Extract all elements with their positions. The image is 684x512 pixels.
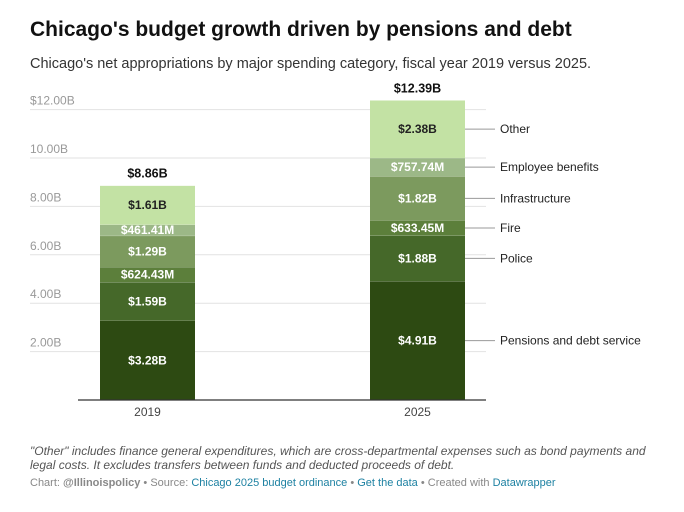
legend-label: Fire [500, 221, 521, 235]
bar-segment [370, 157, 465, 177]
footer-created-prefix: • Created with [417, 477, 493, 489]
legend-label: Employee benefits [500, 160, 599, 174]
bar-segment [100, 235, 195, 268]
y-tick-label: 10.00B [30, 142, 68, 156]
segment-value-label: $1.29B [128, 244, 167, 258]
segment-value-label: $624.43M [121, 268, 174, 282]
legend: Pensions and debt service Police Fire Infra… [465, 122, 641, 348]
y-tick-label: 6.00B [30, 239, 61, 253]
bar-segment [100, 224, 195, 236]
y-tick-label: 4.00B [30, 287, 61, 301]
legend-label: Infrastructure [500, 191, 571, 205]
footer-sep: • [347, 477, 358, 489]
bar-segment [100, 320, 195, 400]
segment-value-label: $3.28B [128, 353, 167, 367]
segment-value-label: $1.61B [128, 198, 167, 212]
x-tick-label: 2019 [134, 405, 161, 419]
total-label: $12.39B [394, 81, 441, 95]
bar-segment [100, 282, 195, 321]
bars: $3.28B $1.59B $624.43M $1.29B $461.41M $1.61B… [78, 81, 486, 419]
segment-value-label: $4.91B [398, 334, 437, 348]
bar-segment [370, 220, 465, 236]
get-data-link[interactable]: Get the data [357, 477, 418, 489]
x-tick-label: 2025 [404, 405, 431, 419]
datawrapper-link[interactable]: Datawrapper [492, 477, 556, 489]
legend-label: Police [500, 251, 533, 265]
total-label: $8.86B [127, 167, 167, 181]
y-tick-label: 8.00B [30, 190, 61, 204]
stacked-bar-chart: 2.00B 4.00B 6.00B 8.00B 10.00B $12.00B $3.28B… [30, 81, 641, 419]
bar-segment [370, 281, 465, 400]
chart-note: "Other" includes finance general expendi… [30, 444, 646, 472]
segment-value-label: $1.82B [398, 191, 437, 205]
segment-value-label: $1.88B [398, 251, 437, 265]
segment-value-label: $2.38B [398, 122, 437, 136]
y-tick-label: 2.00B [30, 336, 61, 350]
segment-value-label: $633.45M [391, 221, 444, 235]
footer-source-prefix: • Source: [140, 477, 192, 489]
y-tick-label: $12.00B [30, 94, 75, 108]
bar-segment [370, 100, 465, 158]
legend-label: Other [500, 122, 530, 136]
bar-segment [100, 185, 195, 225]
chart-footer: Chart: @Illinoispolicy • Source: Chicago… [30, 477, 556, 489]
segment-value-label: $757.74M [391, 160, 444, 174]
chart-subtitle: Chicago's net appropriations by major sp… [30, 56, 592, 72]
segment-value-label: $461.41M [121, 223, 174, 237]
chart-title: Chicago's budget growth driven by pensio… [30, 18, 572, 41]
bar-segment [100, 267, 195, 283]
footer-chart-prefix: Chart: [30, 477, 64, 489]
source-link[interactable]: Chicago 2025 budget ordinance [191, 477, 348, 489]
footer-chart-credit: @Illinoispolicy [63, 477, 141, 489]
segment-value-label: $1.59B [128, 294, 167, 308]
bar-segment [370, 176, 465, 221]
bar-segment [370, 235, 465, 282]
legend-label: Pensions and debt service [500, 334, 641, 348]
